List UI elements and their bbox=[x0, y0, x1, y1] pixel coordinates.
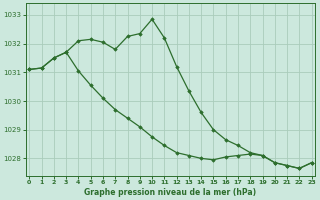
X-axis label: Graphe pression niveau de la mer (hPa): Graphe pression niveau de la mer (hPa) bbox=[84, 188, 257, 197]
